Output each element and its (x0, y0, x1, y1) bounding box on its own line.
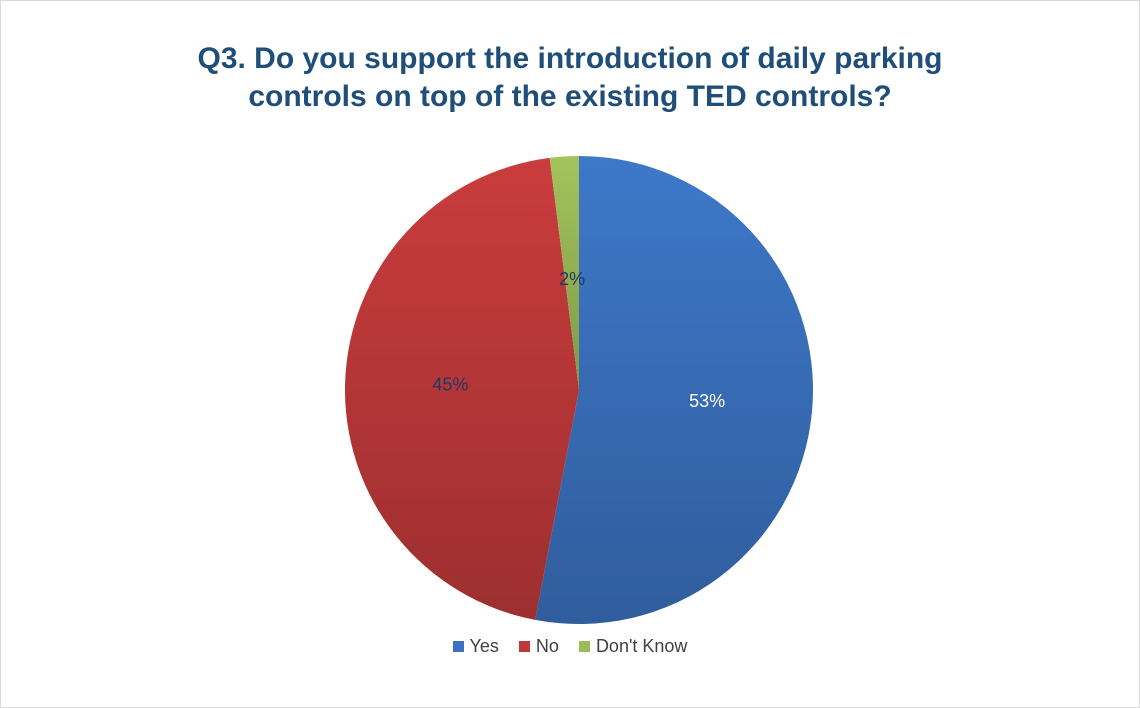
data-label-no: 45% (432, 375, 468, 395)
chart-title: Q3. Do you support the introduction of d… (0, 40, 1140, 116)
legend-swatch-yes (452, 641, 464, 652)
legend-label-dont-know: Don't Know (595, 636, 688, 656)
legend-swatch-dont-know (578, 641, 590, 652)
legend-item-dont-know: Don't Know (578, 636, 688, 657)
data-label-dont-know: 2% (559, 269, 585, 289)
pie-slice-yes (535, 156, 813, 624)
chart-legend: Yes No Don't Know (0, 636, 1140, 657)
data-label-yes: 53% (689, 391, 725, 411)
legend-swatch-no (518, 641, 530, 652)
legend-label-no: No (535, 636, 559, 656)
legend-label-yes: Yes (469, 636, 499, 656)
pie-slice-no (344, 157, 579, 620)
legend-item-no: No (518, 636, 559, 657)
pie-slice-dont-know (549, 156, 579, 390)
legend-item-yes: Yes (452, 636, 499, 657)
chart-title-line-2: controls on top of the existing TED cont… (248, 80, 892, 113)
chart-title-line-1: Q3. Do you support the introduction of d… (197, 42, 943, 75)
